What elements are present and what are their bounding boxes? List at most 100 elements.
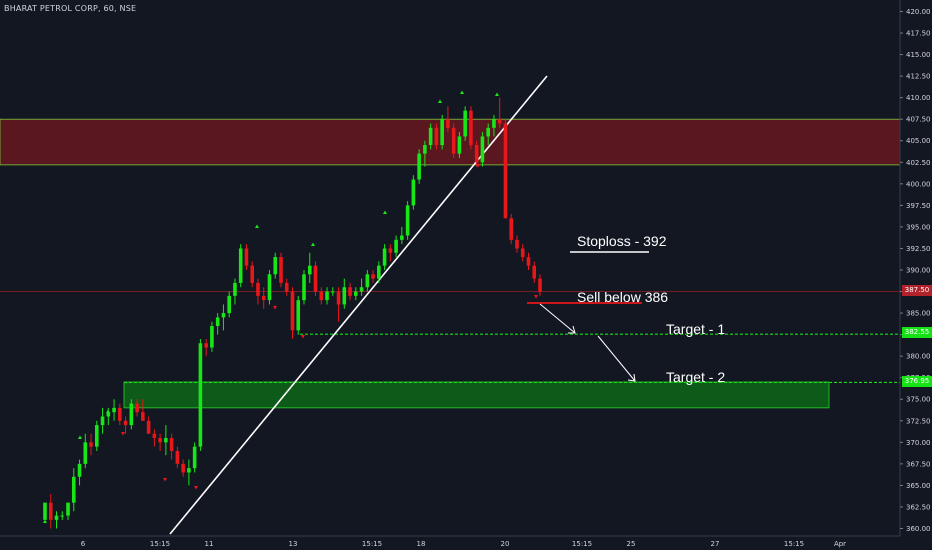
time-tick-label: 13 [289,540,298,548]
price-tick-label: 380.00 [906,353,931,361]
candle-body [106,412,111,417]
signal-markers [43,90,538,523]
candle-body [238,248,243,283]
candle-body [451,127,456,154]
candle-body [469,110,473,146]
up-marker [460,90,464,94]
candle-body [215,317,220,327]
candle-body [66,502,70,516]
candle-body [509,218,514,240]
candle-body [175,450,180,464]
price-tick-label: 375.00 [906,396,931,404]
candle-body [388,248,393,253]
candle-body [480,136,485,163]
target2-label: Target - 2 [666,369,726,385]
candle-body [359,287,364,292]
candle-body [382,248,387,266]
up-marker [495,92,499,96]
candle-body [169,438,174,451]
time-tick-label: 27 [711,540,720,548]
candle-body [330,291,335,293]
candle-body [400,235,404,240]
candle-body [538,278,542,292]
candle-body [164,438,168,443]
candle-body [221,313,226,318]
candle-body [250,265,255,283]
candle-body [532,265,537,279]
candle-body [492,119,496,128]
time-tick-label: 20 [501,540,510,548]
candle-body [474,145,479,163]
price-tick-label: 372.50 [906,417,931,425]
zone-0 [0,118,901,166]
candle-body [497,119,502,124]
candle-body [463,110,467,137]
candle-body [365,274,370,288]
candle-body [342,287,347,305]
time-axis[interactable]: 6 15:15 11 13 15:15 18 20 15:15 25 27 15:15 Apr [0,535,900,548]
time-tick-label: 15:15 [784,540,804,548]
down-marker [534,295,538,299]
candle-body [261,295,266,301]
price-label-382: 382.55 [902,327,932,338]
candle-body [123,420,128,426]
candle-body [187,468,191,473]
price-tick-label: 395.00 [906,223,931,231]
price-tick-label: 407.50 [906,116,931,124]
candle-body [284,282,289,292]
price-tick-label: 370.00 [906,439,931,447]
time-tick-label: 15:15 [572,540,592,548]
candle-body [428,127,433,146]
candle-body [325,291,329,301]
price-label-376: 376.95 [902,376,932,387]
candle-body [118,407,122,421]
candle-body [336,291,341,305]
candle-body [158,438,162,443]
price-tick-label: 390.00 [906,266,931,274]
candle-body [434,127,439,146]
price-tick-label: 360.00 [906,525,931,533]
candle-body [348,287,352,296]
candle-body [77,463,82,477]
down-marker [163,478,167,482]
candle-body [405,205,410,236]
up-marker [311,242,315,246]
price-tick-label: 420.00 [906,8,931,16]
down-marker [194,486,198,490]
candle-body [313,265,318,292]
candle-body [273,257,278,275]
candle-body [486,127,490,137]
candle-body [371,274,375,279]
arrow-1-head [568,325,576,334]
candle-body [290,291,295,331]
candle-body [129,403,134,426]
price-tick-label: 385.00 [906,310,931,318]
candle-body [146,420,151,434]
price-tick-label: 397.50 [906,202,931,210]
candle-body [181,463,185,473]
candle-body [520,248,525,258]
up-marker [255,224,259,228]
price-axis[interactable]: 420.00 417.50 415.00 412.50 410.00 407.50 405.… [899,0,931,536]
down-marker [121,432,125,436]
candle-body [354,291,358,296]
candle-body [307,265,312,275]
candle-body [411,179,416,206]
candle-body [100,416,105,426]
candle-body [394,239,398,253]
candle-body [377,265,381,279]
candle-body [112,407,116,413]
candle-body [440,119,444,146]
up-marker [383,210,387,214]
candle-body [60,515,65,517]
time-tick-label: 11 [205,540,214,548]
candle-body [152,433,157,439]
candlesticks [43,97,542,529]
candle-body [302,274,306,301]
time-tick-label: Apr [834,540,846,548]
time-tick-label: 25 [627,540,636,548]
down-marker [273,306,277,310]
candle-body [526,257,531,266]
candle-body [43,502,47,520]
candle-body [71,476,76,503]
